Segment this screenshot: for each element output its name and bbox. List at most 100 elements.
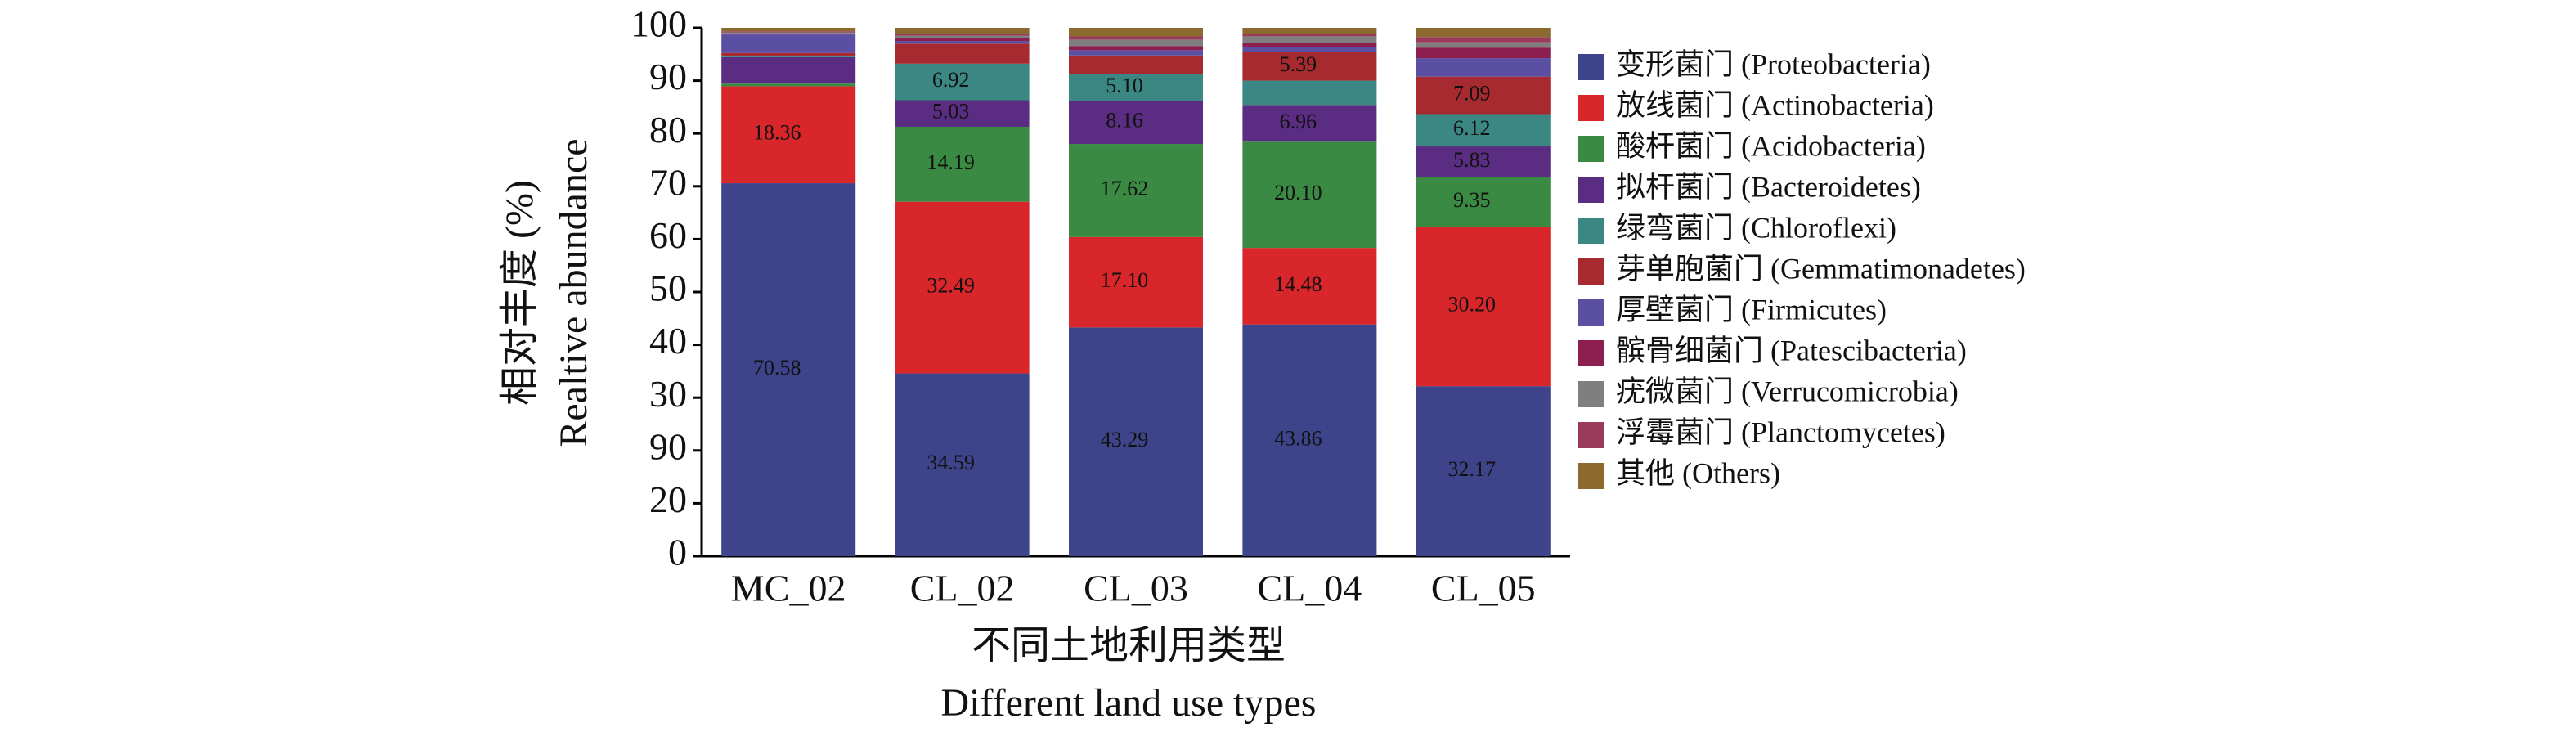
value-label: 14.48 (1274, 272, 1322, 296)
bar-segment (721, 83, 856, 87)
bar-segment (1069, 55, 1203, 74)
y-tick-label: 20 (649, 478, 687, 520)
bar-segment (895, 34, 1030, 36)
value-label: 5.03 (932, 100, 970, 124)
y-tick-label: 0 (668, 532, 687, 573)
value-label: 70.58 (753, 356, 801, 379)
bar-segment (1416, 114, 1551, 147)
legend-label: 其他 (Others) (1616, 456, 1780, 489)
bar-segment (1069, 101, 1203, 145)
y-tick-label: 30 (649, 373, 687, 415)
x-tick-label: CL_05 (1431, 568, 1536, 609)
y-tick-label: 60 (649, 214, 687, 256)
value-label: 34.59 (927, 451, 975, 474)
legend-label: 酸杆菌门 (Acidobacteria) (1616, 129, 1926, 162)
legend-label: 绿弯菌门 (Chloroflexi) (1616, 211, 1896, 244)
value-label: 5.10 (1106, 74, 1143, 97)
legend-swatch (1578, 340, 1604, 366)
bar-segment (1242, 248, 1377, 325)
value-label: 7.09 (1453, 82, 1491, 106)
x-tick-label: MC_02 (731, 568, 846, 609)
y-tick-label: 90 (649, 425, 687, 467)
bar-segment (721, 52, 856, 56)
x-tick-label: CL_04 (1258, 568, 1362, 609)
bar-segment (895, 43, 1030, 64)
bar-segment (895, 41, 1030, 44)
bar-segment (895, 63, 1030, 101)
legend-swatch (1578, 381, 1604, 407)
bar-segment (1242, 141, 1377, 249)
bar-segment (895, 126, 1030, 202)
bar-segment (895, 201, 1030, 374)
value-label: 17.10 (1101, 268, 1149, 292)
legend-swatch (1578, 463, 1604, 489)
bar-segment (1242, 324, 1377, 556)
bar-segment (721, 86, 856, 184)
bar-segment (1242, 28, 1377, 34)
bar-segment (1416, 37, 1551, 43)
legend-label: 厚壁菌门 (Firmicutes) (1616, 293, 1887, 326)
bar-segment (1069, 144, 1203, 237)
bar-segment (1069, 74, 1203, 101)
bar-segment (721, 34, 856, 53)
bar-segment (1416, 58, 1551, 77)
legend-label: 髌骨细菌门 (Patescibacteria) (1616, 334, 1967, 366)
bar-segment (721, 31, 856, 33)
y-tick-label: 40 (649, 320, 687, 362)
bar-segment (1069, 28, 1203, 37)
value-label: 14.19 (927, 150, 975, 174)
value-label: 8.16 (1106, 109, 1143, 132)
x-tick-label: CL_02 (910, 568, 1015, 609)
legend-swatch (1578, 258, 1604, 285)
bar-segment (1242, 52, 1377, 81)
legend-label: 变形菌门 (Proteobacteria) (1616, 47, 1931, 80)
value-label: 20.10 (1274, 181, 1322, 204)
x-subtitle: Different land use types (941, 681, 1317, 725)
value-label: 17.62 (1101, 177, 1149, 200)
bar-segment (721, 28, 856, 32)
legend-label: 芽单胞菌门 (Gemmatimonadetes) (1616, 252, 2026, 285)
legend-label: 浮霉菌门 (Planctomycetes) (1616, 415, 1945, 448)
value-label: 32.49 (927, 274, 975, 298)
value-label: 6.92 (932, 68, 970, 92)
legend-swatch (1578, 95, 1604, 121)
y-subtitle: Realtive abundance (552, 138, 595, 447)
bar-segment (1069, 39, 1203, 47)
value-label: 9.35 (1453, 188, 1491, 212)
value-label: 6.12 (1453, 116, 1491, 140)
legend-swatch (1578, 136, 1604, 162)
value-label: 43.29 (1101, 428, 1149, 451)
bar-segment (895, 38, 1030, 42)
y-tick-label: 50 (649, 267, 687, 309)
bar-segment (895, 35, 1030, 38)
legend-label: 拟杆菌门 (Bacteroidetes) (1616, 170, 1921, 203)
bar-segment (1069, 236, 1203, 328)
x-tick-label: CL_03 (1084, 568, 1188, 609)
bar-segment (1242, 34, 1377, 37)
bar-segment (1416, 76, 1551, 115)
bar-segment (1416, 177, 1551, 227)
bar-segment (1242, 47, 1377, 52)
bar-segment (1242, 80, 1377, 106)
legend-swatch (1578, 299, 1604, 326)
bar-segment (895, 28, 1030, 34)
bar-segment (895, 100, 1030, 127)
y-tick-label: 100 (631, 3, 687, 45)
bar-segment (721, 32, 856, 34)
bar-segment (721, 56, 856, 84)
bar-segment (1242, 105, 1377, 142)
bar-segment (721, 183, 856, 556)
bar-segment (1069, 327, 1203, 556)
bar-segment (1069, 46, 1203, 51)
bar-segment (1416, 386, 1551, 556)
y-tick-label: 80 (649, 109, 687, 150)
value-label: 32.17 (1448, 457, 1497, 481)
value-label: 5.83 (1453, 148, 1491, 172)
value-label: 6.96 (1280, 110, 1317, 133)
y-tick-label: 90 (649, 56, 687, 97)
y-tick-label: 70 (649, 161, 687, 203)
value-label: 18.36 (753, 121, 801, 145)
value-label: 43.86 (1274, 426, 1322, 450)
